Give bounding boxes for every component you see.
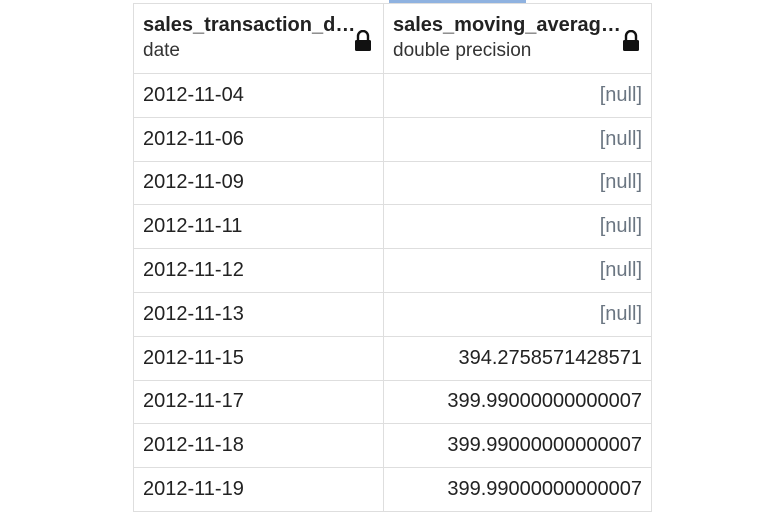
cell-sales-moving-average[interactable]: 399.99000000000007 <box>383 467 652 512</box>
results-grid: sales_transaction_date_ date sales_movin… <box>133 3 652 512</box>
cell-sales-transaction-date[interactable]: 2012-11-18 <box>133 423 384 469</box>
lock-icon <box>623 30 639 51</box>
table-row[interactable]: 2012-11-18 399.99000000000007 <box>133 423 652 469</box>
table-row[interactable]: 2012-11-19 399.99000000000007 <box>133 467 652 512</box>
cell-sales-moving-average[interactable]: [null] <box>383 291 652 337</box>
table-row[interactable]: 2012-11-15 394.2758571428571 <box>133 335 652 381</box>
column-header-sales-moving-average[interactable]: sales_moving_average_7_ double precision <box>383 3 652 74</box>
column-header-sales-transaction-date[interactable]: sales_transaction_date_ date <box>133 3 384 74</box>
cell-sales-moving-average[interactable]: [null] <box>383 160 652 206</box>
column-name: sales_transaction_date_ <box>143 14 374 36</box>
cell-sales-transaction-date[interactable]: 2012-11-04 <box>133 73 384 118</box>
cell-sales-moving-average[interactable]: [null] <box>383 248 652 293</box>
table-row[interactable]: 2012-11-09 [null] <box>133 160 652 206</box>
cell-sales-moving-average[interactable]: 399.99000000000007 <box>383 423 652 469</box>
cell-sales-transaction-date[interactable]: 2012-11-06 <box>133 116 384 162</box>
cell-sales-moving-average[interactable]: 394.2758571428571 <box>383 335 652 381</box>
header-row: sales_transaction_date_ date sales_movin… <box>133 3 652 74</box>
cell-sales-moving-average[interactable]: 399.99000000000007 <box>383 379 652 425</box>
cell-sales-transaction-date[interactable]: 2012-11-11 <box>133 204 384 250</box>
column-type: date <box>143 40 180 61</box>
cell-sales-transaction-date[interactable]: 2012-11-15 <box>133 335 384 381</box>
cell-sales-moving-average[interactable]: [null] <box>383 73 652 118</box>
cell-sales-transaction-date[interactable]: 2012-11-12 <box>133 248 384 293</box>
cell-sales-moving-average[interactable]: [null] <box>383 204 652 250</box>
table-row[interactable]: 2012-11-06 [null] <box>133 116 652 162</box>
column-type: double precision <box>393 40 532 61</box>
table-row[interactable]: 2012-11-13 [null] <box>133 291 652 337</box>
column-name: sales_moving_average_7_ <box>393 14 642 36</box>
cell-sales-transaction-date[interactable]: 2012-11-09 <box>133 160 384 206</box>
cell-sales-transaction-date[interactable]: 2012-11-13 <box>133 291 384 337</box>
table-row[interactable]: 2012-11-04 [null] <box>133 73 652 118</box>
lock-icon <box>355 30 371 51</box>
table-row[interactable]: 2012-11-17 399.99000000000007 <box>133 379 652 425</box>
table-row[interactable]: 2012-11-12 [null] <box>133 248 652 293</box>
selection-accent-bar <box>389 0 526 3</box>
cell-sales-moving-average[interactable]: [null] <box>383 116 652 162</box>
cell-sales-transaction-date[interactable]: 2012-11-19 <box>133 467 384 512</box>
table-row[interactable]: 2012-11-11 [null] <box>133 204 652 250</box>
cell-sales-transaction-date[interactable]: 2012-11-17 <box>133 379 384 425</box>
